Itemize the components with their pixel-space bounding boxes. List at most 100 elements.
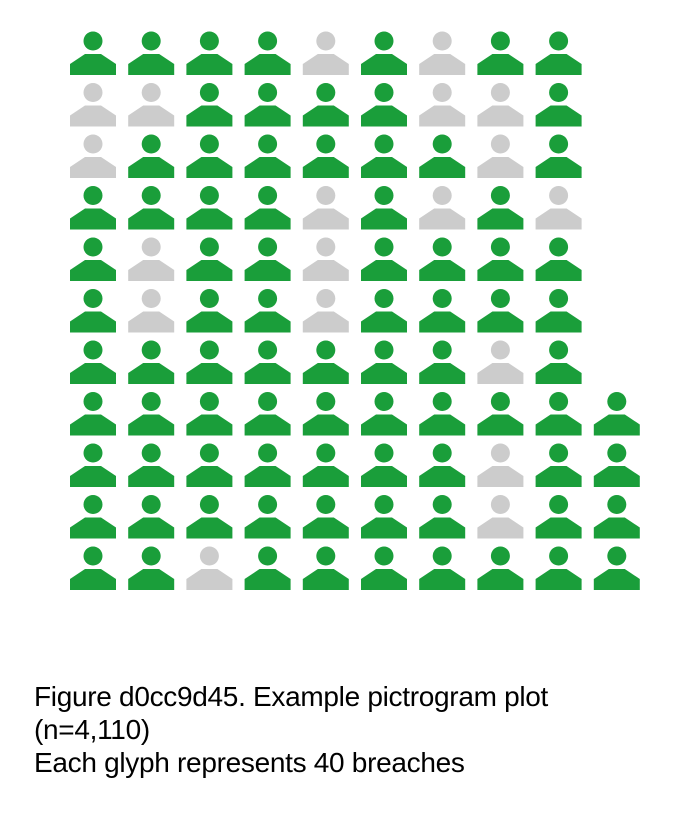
- glyph-muted: [535, 186, 582, 230]
- glyph-highlighted: [186, 237, 233, 281]
- glyph-highlighted: [128, 134, 175, 178]
- chart-title: Figure d0cc9d45. Example pictrogram plot: [34, 681, 549, 712]
- glyph-highlighted: [244, 443, 291, 487]
- glyph-highlighted: [535, 289, 582, 333]
- glyph-highlighted: [593, 392, 640, 436]
- glyph-muted: [302, 186, 349, 230]
- glyph-highlighted: [361, 392, 407, 436]
- glyph-highlighted: [128, 186, 175, 230]
- glyph-highlighted: [244, 340, 291, 384]
- glyph-highlighted: [593, 443, 640, 487]
- glyph-highlighted: [361, 186, 407, 230]
- glyph-highlighted: [477, 546, 524, 590]
- glyph-highlighted: [361, 546, 407, 590]
- glyph-highlighted: [477, 186, 524, 230]
- glyph-muted: [302, 237, 349, 281]
- glyph-highlighted: [186, 83, 233, 127]
- glyph-muted: [477, 340, 524, 384]
- glyph-highlighted: [419, 340, 466, 384]
- glyph-highlighted: [186, 134, 233, 178]
- glyph-highlighted: [477, 392, 524, 436]
- glyph-muted: [186, 546, 233, 590]
- glyph-muted: [477, 83, 524, 127]
- glyph-highlighted: [70, 443, 116, 487]
- glyph-highlighted: [70, 289, 116, 333]
- glyph-highlighted: [302, 340, 349, 384]
- glyph-highlighted: [361, 289, 407, 333]
- glyph-highlighted: [128, 340, 175, 384]
- glyph-highlighted: [186, 340, 233, 384]
- glyph-highlighted: [186, 289, 233, 333]
- glyph-highlighted: [535, 83, 582, 127]
- glyph-highlighted: [419, 237, 466, 281]
- chart-caption: Figure d0cc9d45. Example pictrogram plot…: [34, 680, 699, 779]
- glyph-muted: [128, 83, 175, 127]
- glyph-highlighted: [244, 289, 291, 333]
- glyph-highlighted: [535, 134, 582, 178]
- glyph-highlighted: [593, 495, 640, 539]
- glyph-highlighted: [419, 495, 466, 539]
- glyph-highlighted: [535, 31, 582, 75]
- glyph-highlighted: [419, 443, 466, 487]
- glyph-highlighted: [244, 31, 291, 75]
- glyph-highlighted: [477, 31, 524, 75]
- glyph-highlighted: [302, 134, 349, 178]
- glyph-highlighted: [361, 134, 407, 178]
- glyph-muted: [70, 134, 116, 178]
- glyph-highlighted: [419, 546, 466, 590]
- glyph-muted: [477, 495, 524, 539]
- glyph-highlighted: [128, 443, 175, 487]
- glyph-highlighted: [361, 237, 407, 281]
- glyph-highlighted: [477, 289, 524, 333]
- pictogram-chart: [70, 31, 640, 590]
- glyph-highlighted: [128, 31, 175, 75]
- glyph-muted: [419, 83, 466, 127]
- glyph-highlighted: [361, 31, 407, 75]
- glyph-highlighted: [128, 495, 175, 539]
- glyph-highlighted: [361, 340, 407, 384]
- glyph-highlighted: [128, 392, 175, 436]
- glyph-muted: [419, 186, 466, 230]
- glyph-highlighted: [70, 392, 116, 436]
- glyph-highlighted: [244, 186, 291, 230]
- glyph-highlighted: [128, 546, 175, 590]
- chart-note: Each glyph represents 40 breaches: [34, 747, 465, 778]
- glyph-highlighted: [70, 495, 116, 539]
- glyph-muted: [128, 289, 175, 333]
- glyph-highlighted: [70, 546, 116, 590]
- glyph-highlighted: [477, 237, 524, 281]
- glyph-highlighted: [535, 546, 582, 590]
- glyph-highlighted: [419, 289, 466, 333]
- glyph-highlighted: [302, 83, 349, 127]
- glyph-highlighted: [244, 237, 291, 281]
- glyph-highlighted: [244, 495, 291, 539]
- glyph-highlighted: [70, 340, 116, 384]
- glyph-muted: [302, 31, 349, 75]
- glyph-highlighted: [186, 392, 233, 436]
- glyph-highlighted: [535, 392, 582, 436]
- glyph-highlighted: [535, 495, 582, 539]
- glyph-highlighted: [244, 134, 291, 178]
- glyph-highlighted: [302, 392, 349, 436]
- glyph-highlighted: [419, 134, 466, 178]
- glyph-highlighted: [361, 83, 407, 127]
- glyph-muted: [477, 134, 524, 178]
- glyph-highlighted: [535, 237, 582, 281]
- glyph-highlighted: [70, 237, 116, 281]
- glyph-highlighted: [186, 186, 233, 230]
- glyph-highlighted: [244, 546, 291, 590]
- glyph-highlighted: [361, 495, 407, 539]
- glyph-highlighted: [593, 546, 640, 590]
- glyph-highlighted: [302, 495, 349, 539]
- glyph-highlighted: [535, 443, 582, 487]
- glyph-highlighted: [361, 443, 407, 487]
- glyph-highlighted: [244, 83, 291, 127]
- glyph-highlighted: [186, 495, 233, 539]
- glyph-highlighted: [186, 443, 233, 487]
- glyph-highlighted: [186, 31, 233, 75]
- glyph-muted: [302, 289, 349, 333]
- glyph-muted: [419, 31, 466, 75]
- glyph-highlighted: [244, 392, 291, 436]
- glyph-highlighted: [419, 392, 466, 436]
- glyph-muted: [128, 237, 175, 281]
